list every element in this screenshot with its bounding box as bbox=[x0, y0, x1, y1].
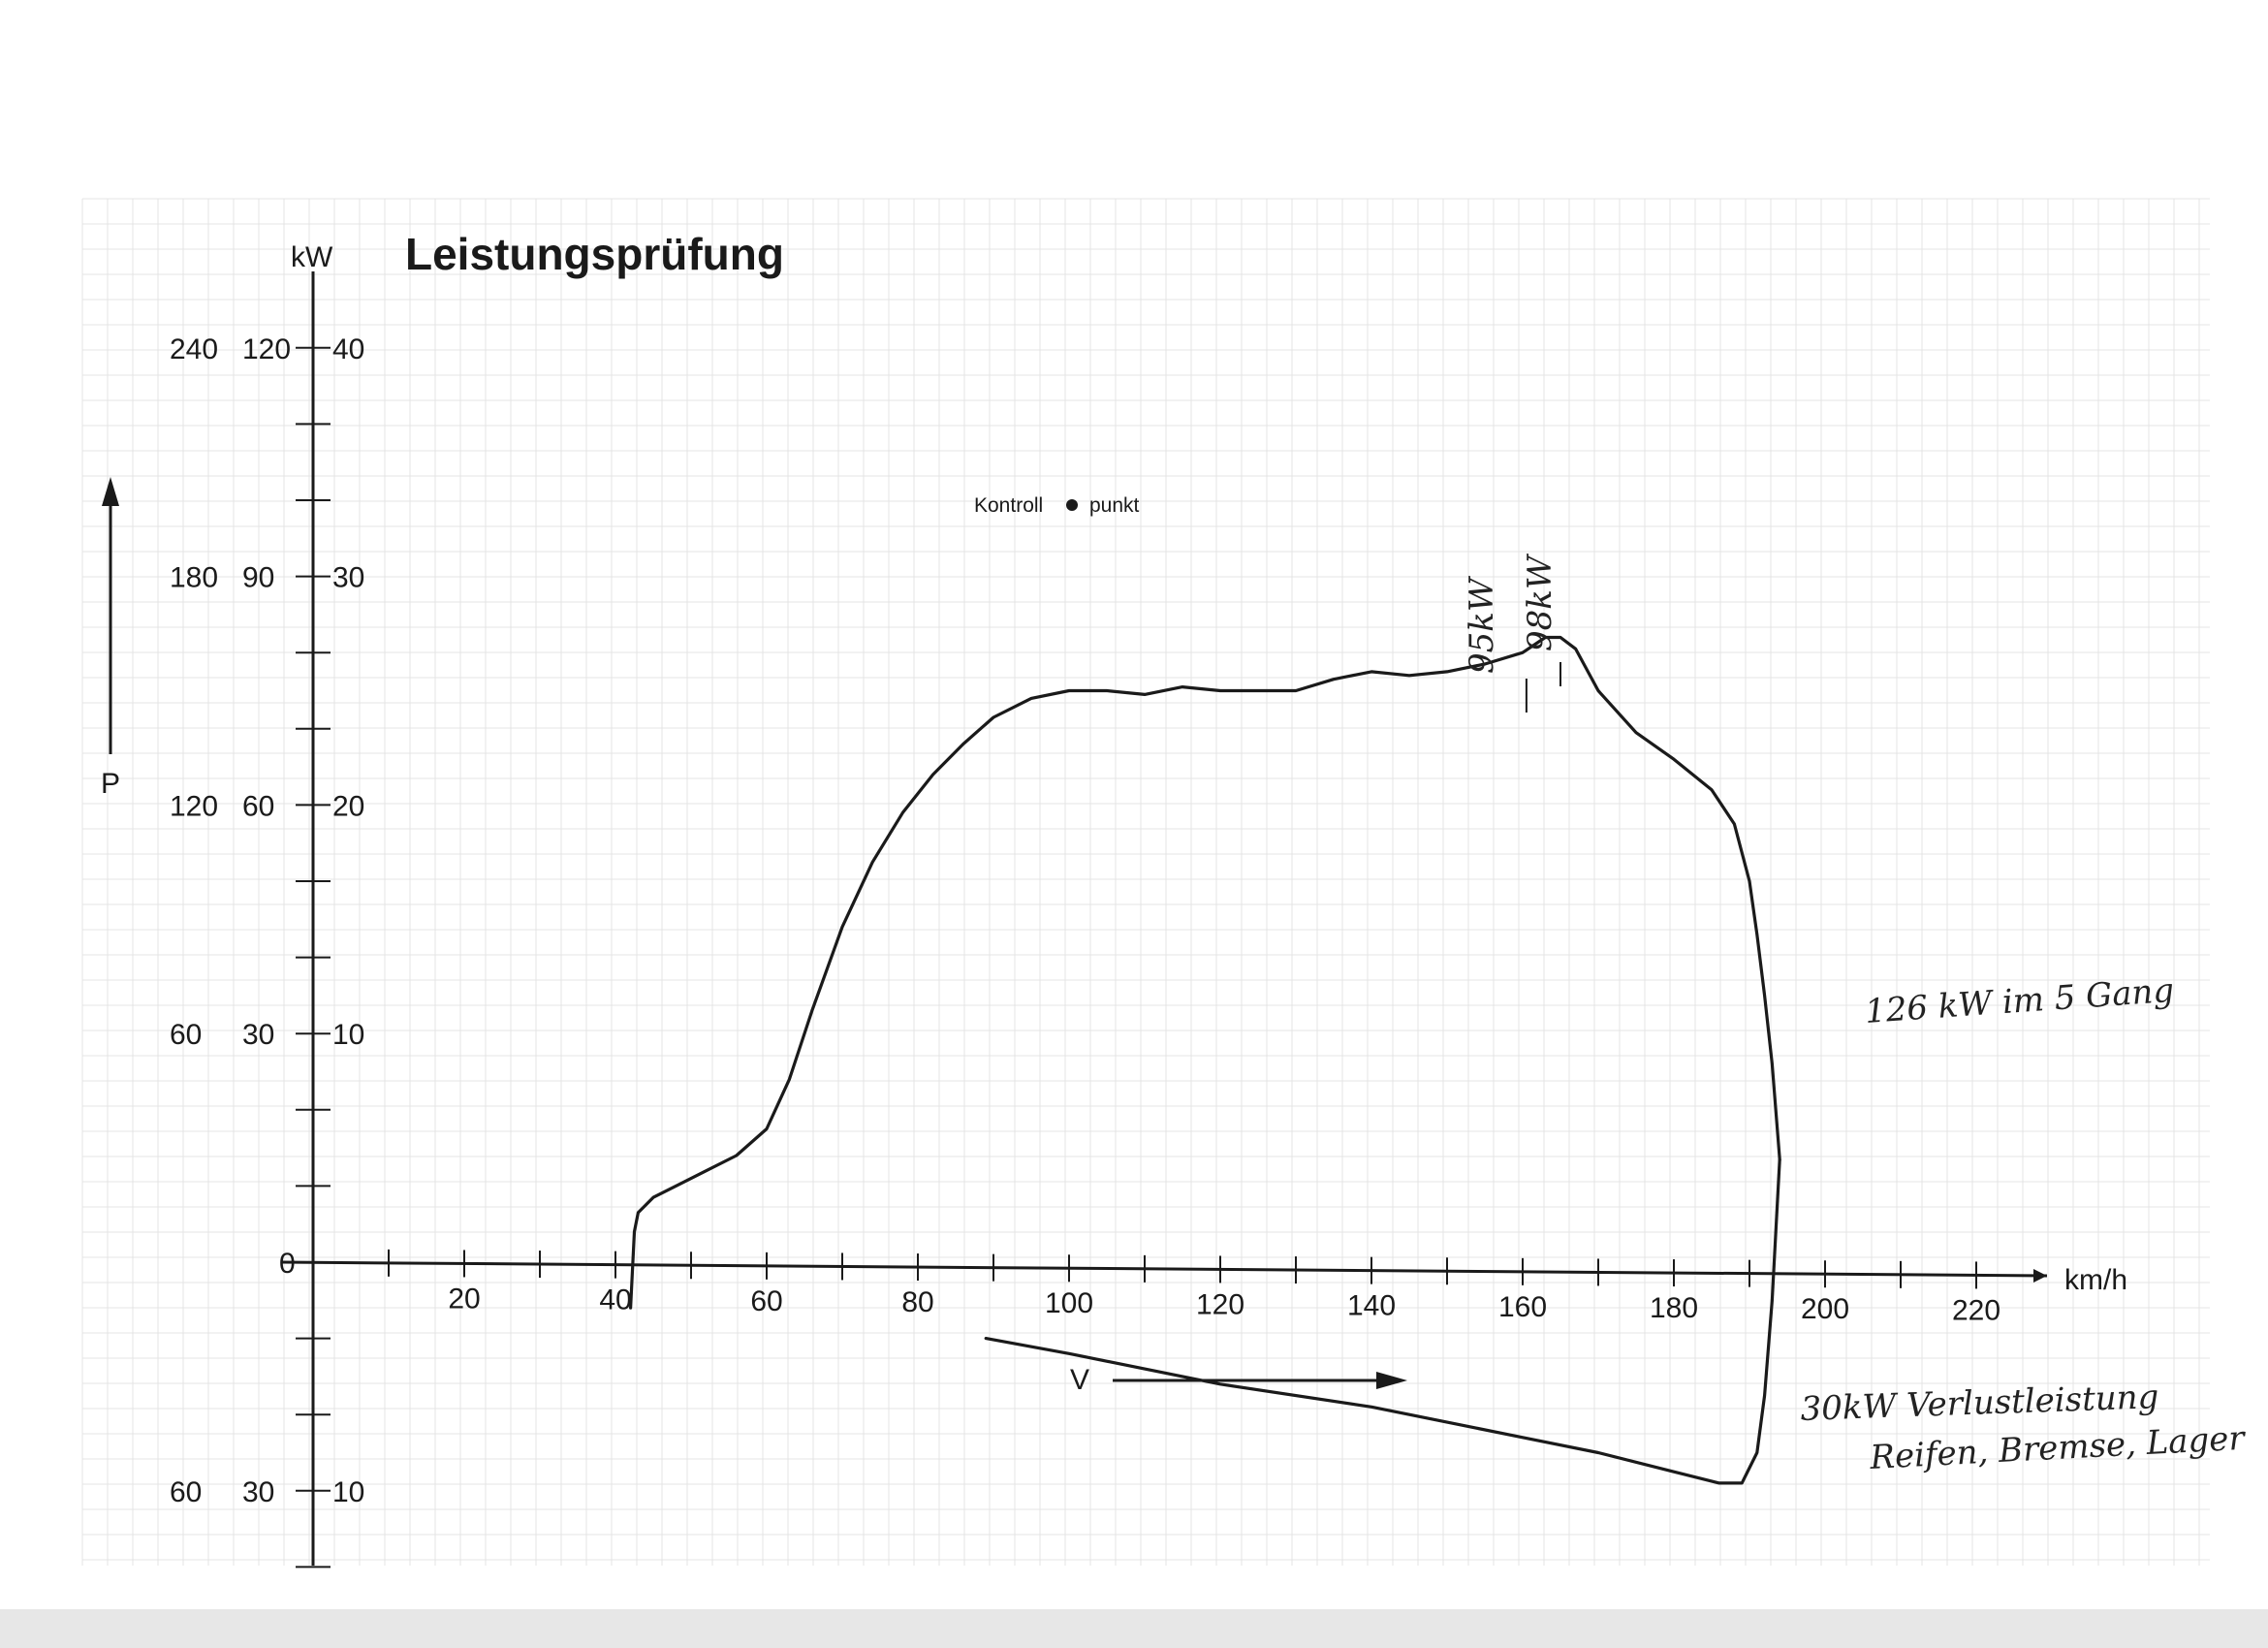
grid bbox=[81, 198, 2210, 1566]
y-tick-label-negative-outer: 60 bbox=[170, 1476, 202, 1508]
chart-title: Leistungsprüfung bbox=[405, 229, 784, 279]
annotations bbox=[1525, 662, 1561, 713]
peak-label-98: 98kW bbox=[1521, 553, 1559, 651]
x-tick-label-40: 40 bbox=[599, 1284, 631, 1316]
x-tick-label-180: 180 bbox=[1650, 1292, 1698, 1324]
x-tick-label-80: 80 bbox=[901, 1286, 933, 1318]
y-tick-label-top-outer: 240 bbox=[170, 333, 218, 365]
x-unit-label: km/h bbox=[2064, 1264, 2127, 1296]
scanner-strip bbox=[0, 1609, 2268, 1648]
velocity-label: V bbox=[1070, 1364, 1089, 1396]
x-tick-label-200: 200 bbox=[1801, 1293, 1849, 1325]
x-axis bbox=[280, 1260, 2048, 1278]
y-tick-label-upper-outer: 180 bbox=[170, 562, 218, 594]
peak-label-95: 95kW bbox=[1463, 575, 1501, 674]
series bbox=[628, 635, 1781, 1485]
kontroll-label: Kontroll bbox=[974, 494, 1043, 517]
y-tick-label-top-mid: 120 bbox=[242, 333, 291, 365]
chart-sheet bbox=[0, 0, 2268, 1609]
y-tick-label-middle-inner: 20 bbox=[332, 790, 364, 822]
punkt-label: punkt bbox=[1089, 494, 1140, 517]
note-loss-line-1: 30kW Verlustleistung bbox=[1800, 1378, 2159, 1429]
y-tick-label-lower-mid: 30 bbox=[242, 1019, 274, 1051]
y-tick-label-negative-inner: 10 bbox=[332, 1476, 364, 1508]
x-tick-label-160: 160 bbox=[1498, 1291, 1547, 1323]
y-tick-label-middle-outer: 120 bbox=[170, 790, 218, 822]
x-tick-label-20: 20 bbox=[448, 1283, 480, 1315]
x-tick-label-120: 120 bbox=[1196, 1288, 1244, 1320]
x-tick-label-140: 140 bbox=[1347, 1290, 1396, 1322]
p-arrow-head bbox=[102, 477, 119, 506]
series-connector bbox=[1770, 1158, 1781, 1301]
x-axis-arrow bbox=[2033, 1269, 2047, 1283]
y-axis-letter: P bbox=[101, 768, 120, 800]
y-tick-label-top-inner: 40 bbox=[332, 333, 364, 365]
y-unit-label: kW bbox=[291, 241, 333, 273]
x-tick-label-60: 60 bbox=[750, 1285, 782, 1317]
series-line-0 bbox=[628, 635, 1781, 1310]
y-tick-label-zero: 0 bbox=[279, 1248, 296, 1280]
series-line-1 bbox=[984, 1298, 1775, 1485]
x-tick-label-100: 100 bbox=[1045, 1287, 1093, 1319]
y-tick-label-middle-mid: 60 bbox=[242, 790, 274, 822]
kontroll-dot bbox=[1066, 499, 1078, 511]
ticks bbox=[296, 346, 1977, 1569]
note-loss-line-2: Reifen, Bremse, Lager bbox=[1868, 1419, 2247, 1477]
axes bbox=[102, 271, 2048, 1566]
y-tick-label-upper-mid: 90 bbox=[242, 562, 274, 594]
y-tick-label-negative-mid: 30 bbox=[242, 1476, 274, 1508]
y-tick-label-lower-inner: 10 bbox=[332, 1019, 364, 1051]
x-tick-label-220: 220 bbox=[1952, 1294, 2000, 1326]
y-tick-label-upper-inner: 30 bbox=[332, 562, 364, 594]
v-arrow-head bbox=[1376, 1372, 1407, 1389]
y-tick-label-lower-outer: 60 bbox=[170, 1019, 202, 1051]
